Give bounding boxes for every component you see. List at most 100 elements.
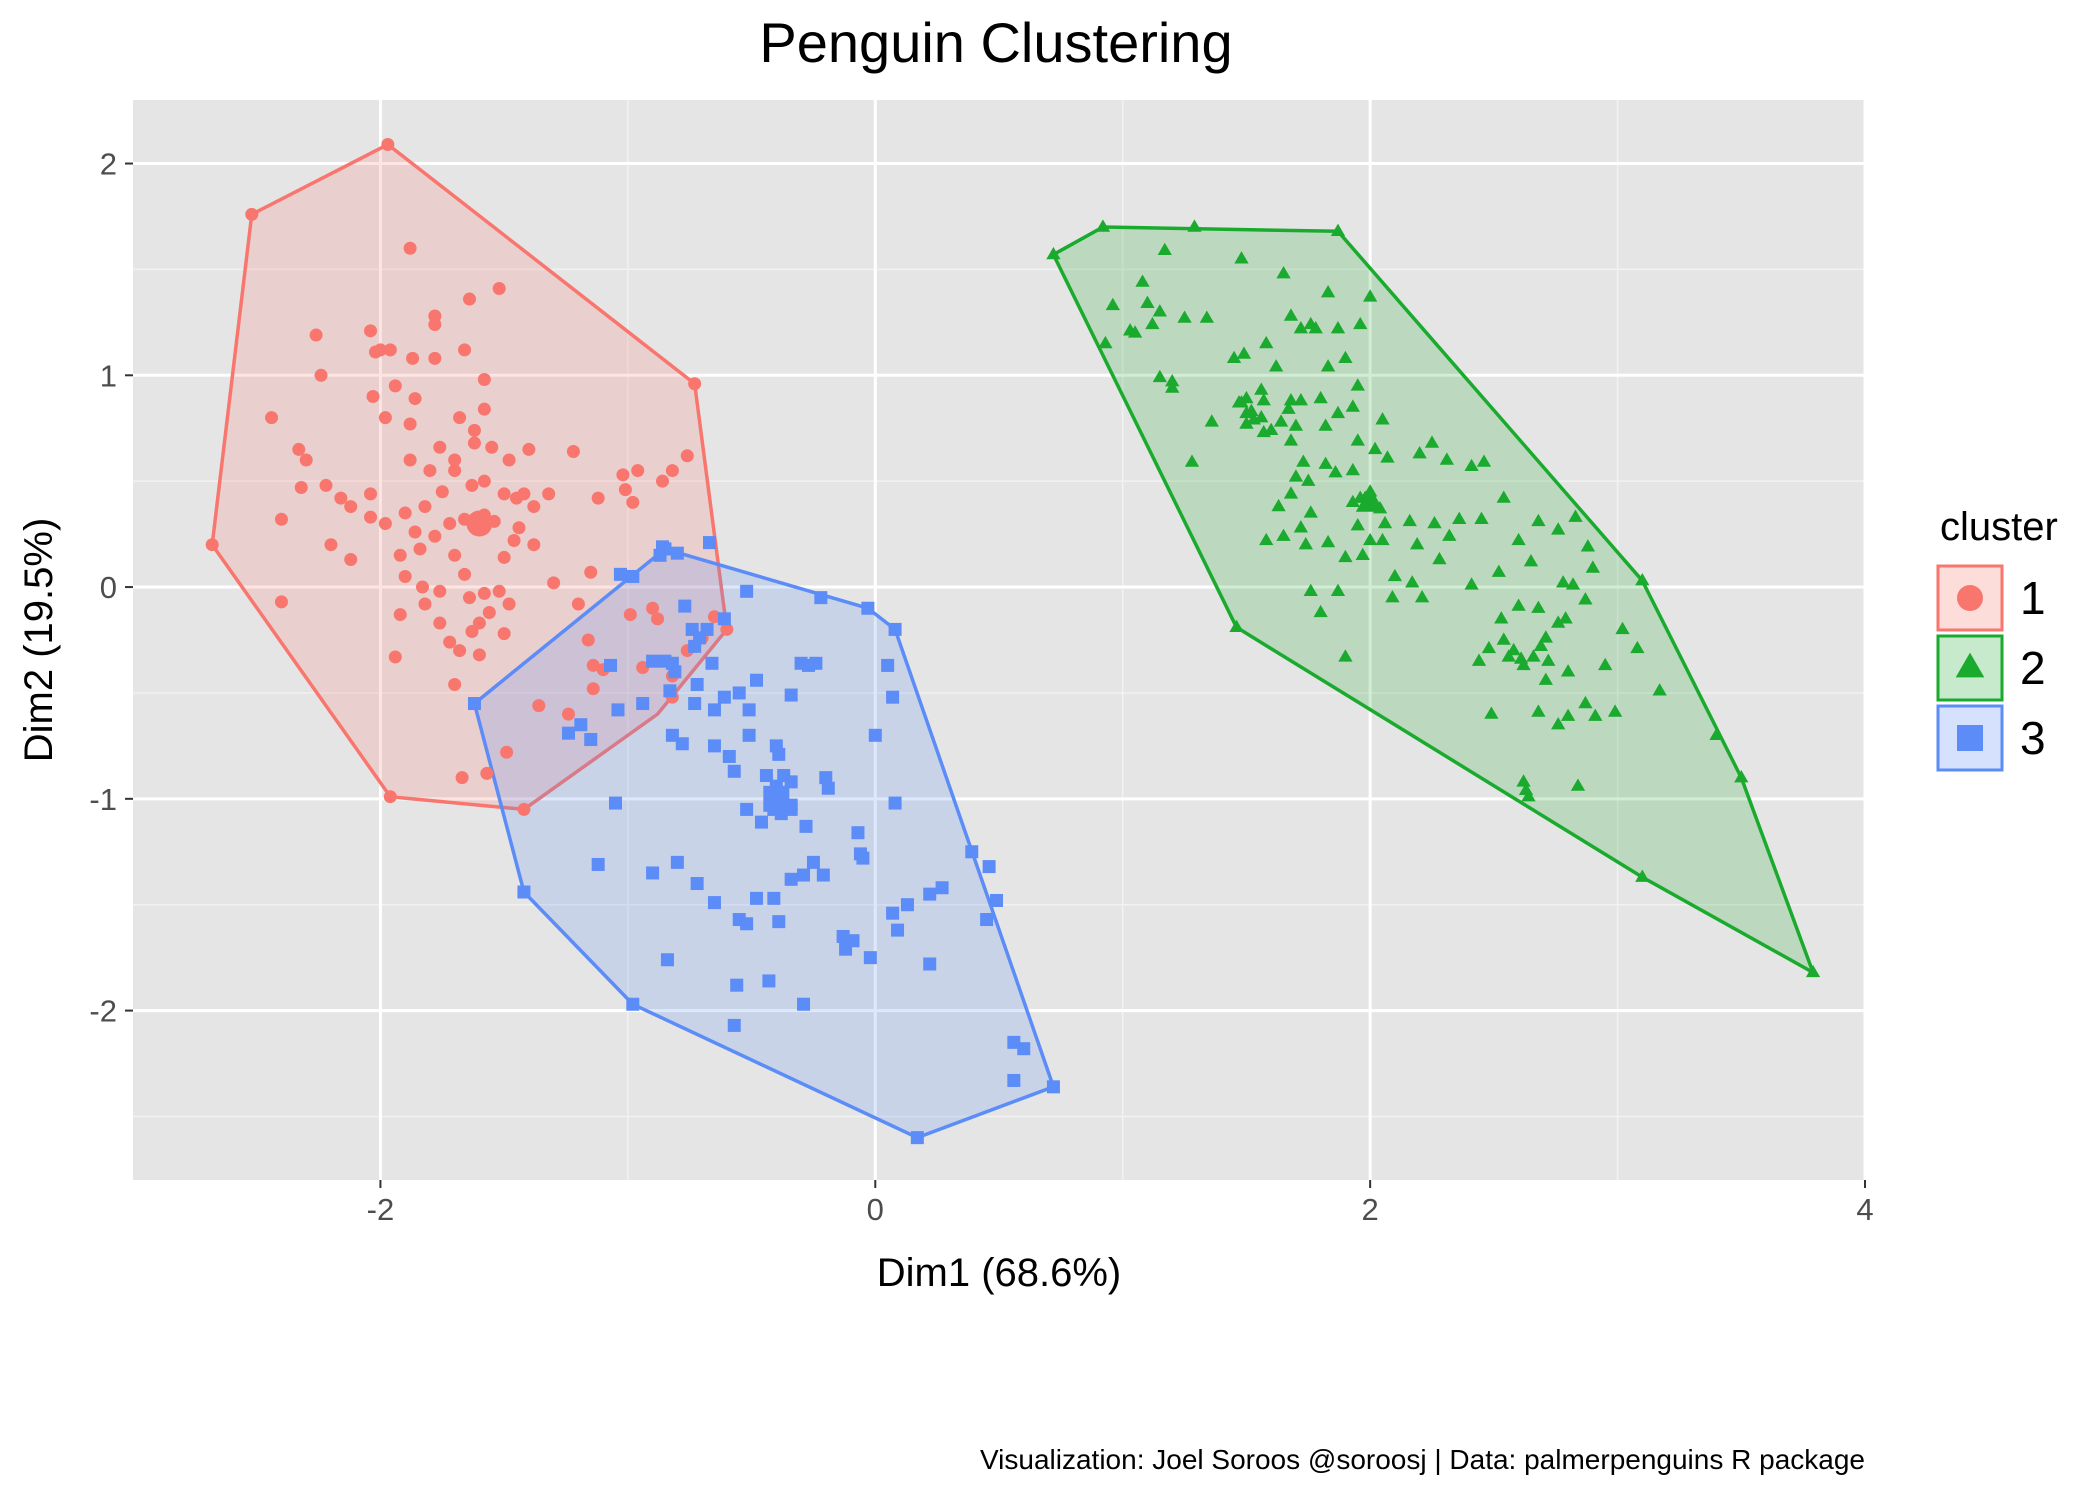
cluster-2-point (1496, 490, 1511, 503)
cluster-1-point (532, 699, 546, 713)
cluster-2-point (1256, 424, 1271, 438)
cluster-2-point (1338, 649, 1353, 662)
y-tick-label: 0 (100, 570, 117, 605)
cluster-2-point (1288, 469, 1304, 482)
cluster-2-point (1734, 769, 1749, 783)
cluster-2-point (1095, 219, 1111, 232)
cluster-1-point (381, 137, 395, 151)
cluster-1-point (403, 453, 417, 467)
cluster-3-point (663, 684, 677, 698)
cluster-1-point (618, 483, 632, 497)
cluster-3-point (665, 728, 679, 742)
cluster-3-point (888, 796, 902, 810)
cluster-2-point (1464, 577, 1479, 590)
cluster-1-point (542, 487, 556, 501)
cluster-3-point (799, 819, 813, 833)
cluster-1-point (636, 661, 650, 675)
cluster-1-point (413, 542, 427, 556)
cluster-3-point (591, 857, 605, 871)
cluster-3-point (784, 872, 798, 886)
cluster-2-point (1165, 373, 1180, 387)
cluster-2-point (1254, 382, 1269, 395)
cluster-2-point (1301, 473, 1316, 486)
cluster-2-point (1491, 564, 1506, 577)
cluster-2-point (1320, 534, 1336, 548)
cluster-1-point (364, 324, 378, 338)
cluster-1-point (406, 351, 420, 365)
cluster-1-point (292, 442, 306, 456)
cluster-2-point (1494, 611, 1509, 624)
cluster-1-point (245, 207, 259, 221)
cluster-3-point (675, 737, 689, 751)
cluster-1-point (433, 616, 447, 630)
cluster-1-point (274, 512, 288, 526)
cluster-3-point (646, 866, 660, 880)
cluster-2-point (1226, 350, 1242, 364)
cluster-2-point (1318, 418, 1333, 431)
cluster-3-point (794, 656, 808, 670)
cluster-3-point (707, 739, 721, 753)
cluster-1-point (448, 548, 462, 562)
cluster-2-point (1345, 399, 1360, 412)
cluster-1-point (477, 402, 491, 416)
cluster-1-point (492, 584, 506, 598)
cluster-3-point (923, 957, 937, 971)
cluster-3-point (727, 1018, 741, 1032)
cluster-1-point (707, 610, 721, 624)
cluster-1-point (366, 389, 380, 403)
cluster-3-point (740, 917, 754, 931)
cluster-1-point (388, 650, 402, 664)
cluster-1-point (463, 292, 477, 306)
cluster-3-point (759, 769, 773, 783)
cluster-3-point (467, 697, 481, 711)
cluster-2-point (1518, 782, 1534, 796)
cluster-2-point (1355, 547, 1370, 560)
data-points (205, 137, 1821, 1145)
cluster-2-point (1585, 560, 1600, 573)
cluster-1-point (477, 373, 491, 387)
cluster-2-point (1105, 297, 1120, 311)
cluster-2-point (1293, 520, 1309, 533)
cluster-1-point (586, 682, 600, 696)
cluster-1-point (418, 597, 432, 611)
cluster-3-point (784, 775, 798, 789)
cluster-3-point (868, 728, 882, 742)
cluster-3-point (690, 677, 704, 691)
cluster-2-point (1439, 452, 1455, 465)
cluster-2-point (1476, 454, 1492, 467)
cluster-2-point (1254, 409, 1269, 423)
cluster-3-point (705, 656, 719, 670)
cluster-1-point (497, 627, 511, 641)
cluster-2-point (1313, 390, 1328, 404)
cluster-2-point (1330, 583, 1346, 596)
cluster-2-point (1338, 350, 1353, 364)
cluster-2-point (1570, 778, 1586, 791)
cluster-1-point (665, 464, 679, 478)
cluster-3-point (574, 718, 588, 732)
cluster-1-point (502, 453, 516, 467)
cluster-3-point (821, 781, 835, 795)
cluster-2-point (1338, 549, 1353, 563)
cluster-3-point (910, 1131, 924, 1145)
cluster-2-point (1187, 219, 1202, 232)
cluster-1-point (467, 423, 481, 437)
cluster-1-point (274, 595, 288, 609)
cluster-2-point (1122, 323, 1138, 336)
cluster-2-point (1531, 600, 1546, 613)
cluster-3-point (851, 826, 865, 840)
cluster-2-point (1367, 441, 1383, 455)
axis-ticks: -2 0 2 4 -2 -1 0 1 2 (89, 147, 1873, 1227)
cluster-2-point (1531, 513, 1546, 527)
cluster-3-point (750, 673, 764, 687)
cluster-2-point (1229, 619, 1244, 632)
cluster-3-point (881, 658, 895, 672)
cluster-1-point (435, 485, 449, 499)
cluster-1-point (393, 548, 407, 562)
cluster-2-point (1635, 869, 1650, 882)
cluster-2-point (1442, 528, 1457, 541)
cluster-3-point (730, 978, 744, 992)
cluster-3-point (727, 764, 741, 778)
cluster-2-point (1234, 251, 1249, 264)
cluster-1-point (388, 379, 402, 393)
cluster-2-point (1805, 964, 1821, 978)
